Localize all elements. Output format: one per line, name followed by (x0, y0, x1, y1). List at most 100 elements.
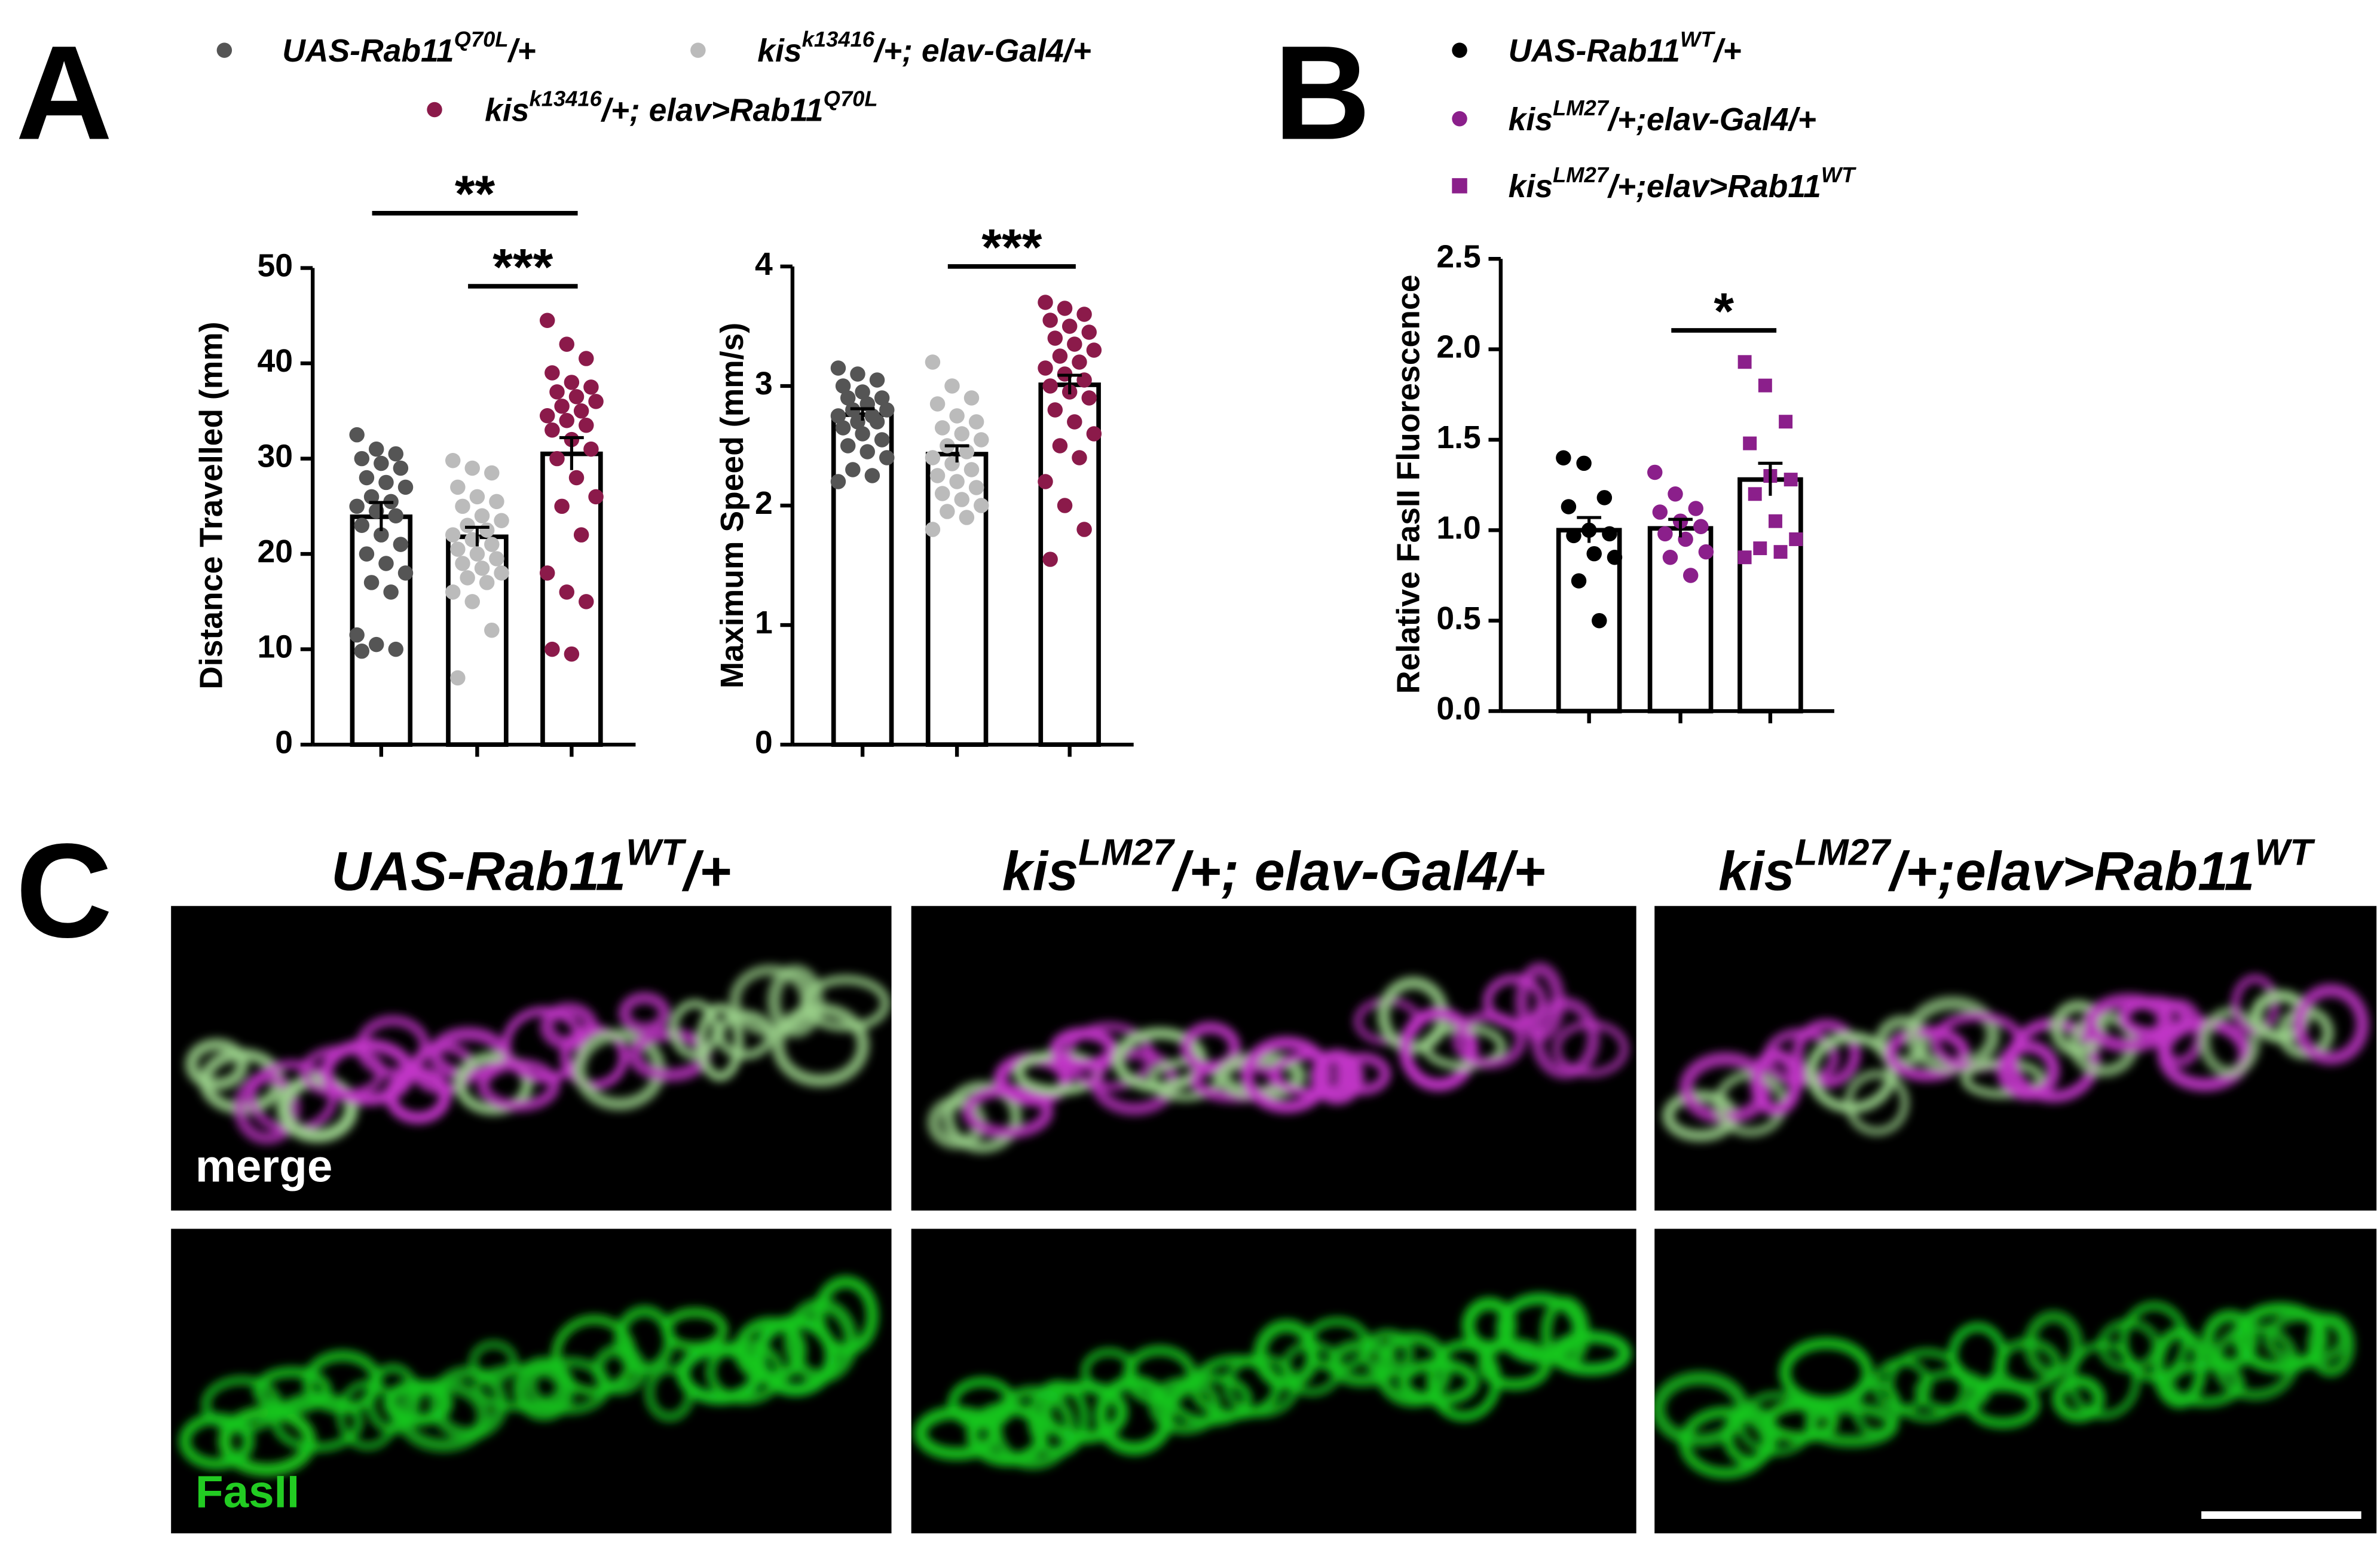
data-point (484, 622, 500, 638)
data-point (1057, 498, 1073, 513)
data-point (1784, 473, 1798, 487)
data-point (974, 498, 989, 513)
data-point (1081, 390, 1097, 406)
y-tick-label: 20 (258, 534, 293, 569)
signal-blob (1875, 1015, 1929, 1068)
legend-label: UAS-Rab11Q70L/+ (282, 27, 536, 69)
legend-label-part: /+ (507, 33, 536, 69)
data-point (1067, 336, 1082, 352)
data-point (354, 451, 370, 467)
data-point (940, 504, 955, 519)
signal-blob (1027, 1380, 1089, 1457)
data-point (494, 513, 509, 528)
data-point (929, 396, 946, 412)
error-bar (559, 436, 584, 470)
legend-label-part: WT (1680, 27, 1715, 51)
data-point (539, 313, 555, 328)
signal-blob (218, 1405, 316, 1476)
signal-blob (1792, 1019, 1861, 1088)
panel-title-part: /+ (681, 841, 731, 902)
data-point (349, 627, 365, 643)
data-point (1072, 450, 1087, 465)
data-point (354, 517, 370, 533)
data-point (845, 462, 861, 477)
data-point (968, 414, 984, 430)
micrograph-signal (185, 964, 891, 1145)
signal-blob (619, 992, 671, 1034)
significance-label: *** (981, 219, 1042, 276)
data-point (489, 551, 504, 566)
legend-label-part: kis (1509, 169, 1553, 204)
data-point (835, 378, 851, 394)
data-point (1688, 501, 1703, 516)
data-point (579, 351, 594, 366)
data-point (954, 492, 969, 507)
signal-blob (772, 1003, 870, 1087)
data-point (855, 384, 870, 400)
legend-label-part: UAS-Rab11 (282, 33, 454, 69)
panel-title-part: kis (1002, 841, 1079, 902)
legend-label-part: /+;elav-Gal4/+ (1607, 102, 1816, 137)
signal-blob (1094, 1375, 1174, 1456)
data-point (579, 594, 594, 609)
data-point (359, 546, 375, 562)
data-point (559, 584, 574, 600)
data-point (354, 644, 370, 659)
data-point (564, 646, 580, 662)
data-point (544, 422, 560, 438)
data-point (1607, 549, 1623, 565)
data-point (1758, 378, 1772, 393)
data-point (363, 575, 380, 590)
signal-blob (234, 1071, 301, 1145)
panel-letter: B (1274, 18, 1371, 168)
data-point (573, 403, 589, 419)
data-point (544, 365, 560, 381)
legend-label-part: /+; elav-Gal4/+ (873, 33, 1091, 69)
y-tick-label: 1 (755, 605, 773, 641)
error-bar (464, 525, 490, 547)
signal-blob (1531, 997, 1600, 1079)
y-tick-label: 40 (258, 344, 293, 379)
y-tick-label: 1.5 (1436, 420, 1480, 455)
panel-title: UAS-Rab11WT/+ (331, 832, 731, 902)
y-tick-label: 1.0 (1436, 510, 1480, 546)
signal-blob (2231, 974, 2280, 1036)
y-tick-label: 10 (258, 630, 293, 665)
data-point (1737, 355, 1752, 369)
data-point (879, 402, 895, 418)
data-point (830, 474, 846, 489)
data-point (573, 527, 589, 543)
data-point (397, 479, 414, 495)
legend-label-part: kis (757, 33, 802, 69)
y-tick-label: 2 (755, 486, 773, 521)
data-point (1057, 301, 1073, 316)
data-point (393, 537, 409, 552)
data-point (1061, 318, 1078, 334)
data-point (568, 389, 585, 405)
panel-letter: A (16, 18, 112, 168)
y-tick-label: 0 (755, 725, 773, 760)
signal-blob (1763, 1399, 1839, 1443)
data-point (445, 584, 461, 600)
signal-blob (1844, 1070, 1909, 1136)
data-point (1571, 573, 1587, 589)
panel-title-part: UAS-Rab11 (331, 841, 626, 902)
data-point (1737, 550, 1752, 565)
legend-marker (1452, 111, 1467, 127)
data-point (568, 470, 585, 486)
y-tick-label: 50 (258, 249, 293, 284)
legend-label: kisLM27/+;elav>Rab11WT (1509, 163, 1857, 204)
signal-blob (1779, 1337, 1874, 1408)
signal-blob (662, 1308, 728, 1352)
data-point (1067, 414, 1082, 430)
data-point (479, 522, 495, 538)
data-point (1602, 526, 1617, 542)
data-point (549, 451, 565, 467)
data-point (579, 417, 594, 433)
signal-blob (990, 1386, 1076, 1470)
data-point (1789, 532, 1803, 546)
data-point (588, 394, 604, 409)
signal-blob (1361, 1329, 1415, 1379)
legend-marker (427, 102, 442, 118)
data-point (554, 498, 570, 514)
